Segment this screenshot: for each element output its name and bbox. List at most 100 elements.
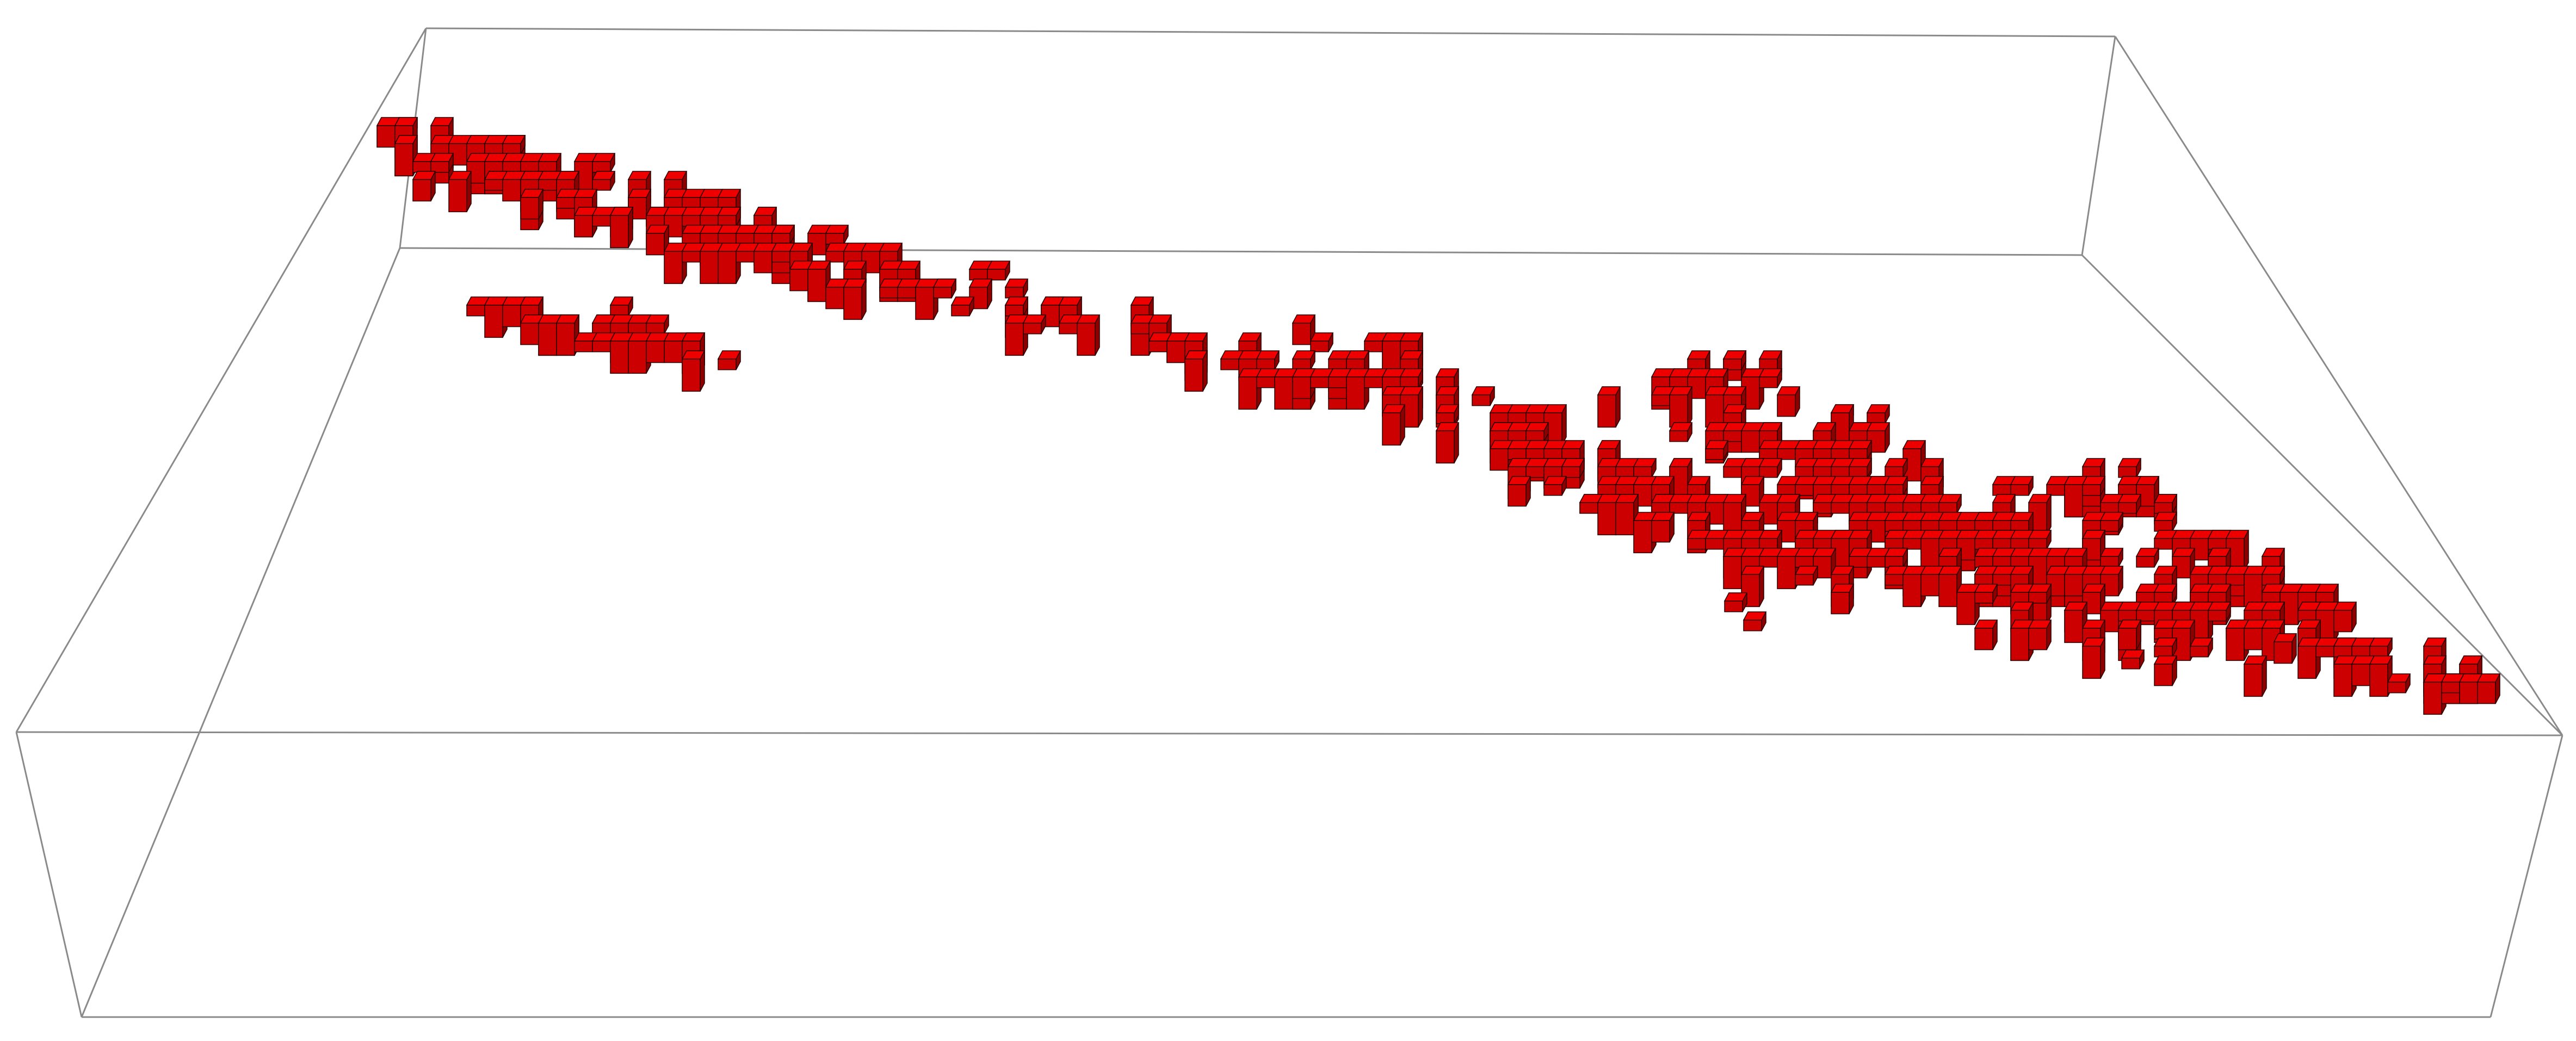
voxel-front-face: [1956, 592, 1975, 625]
voxel-front-face: [2369, 664, 2388, 697]
voxel-front-face: [1651, 394, 1670, 406]
voxel-top-face: [681, 350, 706, 360]
voxel-front-face: [1723, 466, 1742, 478]
voxel: [1435, 404, 1460, 424]
bounding-box-edge: [2114, 36, 2563, 736]
voxel-front-face: [412, 161, 431, 173]
voxel-front-face: [2082, 646, 2101, 679]
voxel: [825, 225, 849, 245]
voxel-front-face: [2274, 641, 2293, 664]
voxel-front-face: [718, 358, 737, 370]
voxel-front-face: [2477, 681, 2496, 704]
voxel-top-face: [1292, 350, 1316, 360]
voxel: [1830, 584, 1855, 615]
voxel-top-face: [1722, 404, 1747, 413]
voxel-top-face: [1758, 368, 1783, 377]
voxel: [412, 171, 436, 202]
voxel-front-face: [2028, 538, 2047, 550]
voxel-top-face: [2010, 512, 2034, 521]
voxel-front-face: [1831, 592, 1850, 615]
voxel-front-face: [1723, 430, 1742, 442]
voxel: [1633, 512, 1657, 554]
voxel: [1776, 386, 1801, 417]
voxel-front-face: [2064, 484, 2083, 518]
voxel: [2081, 476, 2106, 496]
voxel-front-face: [1005, 305, 1024, 317]
voxel: [2121, 649, 2145, 670]
voxel-front-face: [1849, 466, 1868, 478]
voxel-top-face: [2369, 655, 2393, 665]
voxel-front-face: [1902, 574, 1922, 608]
voxel-top-face: [1471, 386, 1496, 395]
voxel-front-face: [1669, 430, 1688, 442]
voxel-top-face: [2315, 584, 2339, 593]
voxel: [1974, 584, 1998, 604]
voxel-front-face: [1759, 376, 1778, 388]
voxel-top-face: [986, 261, 1011, 270]
voxel-top-face: [1687, 350, 1711, 360]
voxel-top-face: [932, 278, 957, 288]
voxel-front-face: [2208, 538, 2227, 550]
voxel-top-face: [1704, 440, 1729, 449]
voxel-front-face: [718, 251, 737, 284]
voxel-top-face: [1776, 386, 1801, 395]
voxel-front-face: [646, 340, 665, 363]
voxel-top-face: [1848, 530, 1873, 539]
voxel-front-face: [1597, 394, 1616, 428]
voxel-front-face: [2459, 681, 2478, 704]
voxel-front-face: [2244, 664, 2263, 697]
voxel: [1974, 619, 1998, 650]
voxel-front-face: [1974, 538, 1993, 550]
voxel-front-face: [1382, 412, 1401, 446]
voxel-top-face: [1938, 494, 1962, 503]
voxel-top-face: [2081, 584, 2106, 593]
voxel-top-face: [1722, 386, 1747, 395]
voxel-top-face: [1525, 422, 1549, 431]
voxel-top-face: [2028, 584, 2052, 593]
voxel-top-face: [1399, 368, 1424, 377]
voxel-front-face: [2297, 646, 2316, 679]
voxel-top-face: [1740, 476, 1765, 485]
voxel-front-face: [897, 287, 916, 299]
voxel-front-face: [1759, 448, 1778, 460]
voxel-top-face: [1130, 296, 1154, 306]
voxel-front-face: [1579, 502, 1598, 514]
voxel-front-face: [1849, 448, 1868, 460]
voxel-top-face: [717, 189, 742, 198]
voxel-top-face: [1507, 476, 1531, 485]
voxel-top-face: [1669, 386, 1693, 395]
voxel-front-face: [1238, 376, 1257, 410]
voxel-top-face: [1058, 296, 1083, 306]
voxel-top-face: [1866, 422, 1891, 431]
voxel-front-face: [592, 161, 611, 173]
voxel-front-face: [1938, 502, 1957, 514]
voxel-front-face: [1005, 323, 1024, 356]
voxel-front-face: [1885, 574, 1904, 586]
voxel-top-face: [2099, 512, 2124, 521]
voxel-top-face: [1381, 404, 1406, 413]
voxel-front-face: [969, 269, 988, 281]
voxel-front-face: [2297, 610, 2316, 622]
voxel-top-face: [1830, 566, 1855, 575]
voxel: [2476, 673, 2501, 704]
voxel-front-face: [1902, 520, 1922, 532]
voxel-top-face: [1722, 494, 1747, 503]
voxel-front-face: [1256, 358, 1275, 370]
voxel-front-face: [1974, 556, 1993, 568]
voxel: [1238, 368, 1262, 410]
voxel-front-face: [2100, 520, 2119, 532]
voxel-top-face: [1004, 296, 1029, 306]
bounding-box-edge: [15, 28, 427, 733]
voxel-top-face: [717, 207, 742, 216]
voxel-top-face: [1794, 566, 1819, 575]
voxel-top-face: [1651, 512, 1675, 521]
voxel-top-face: [2081, 458, 2106, 467]
voxel-front-face: [1364, 340, 1383, 352]
voxel-front-face: [1292, 358, 1311, 370]
voxel-front-face: [1220, 358, 1239, 370]
voxel-front-face: [1795, 538, 1814, 550]
voxel-front-face: [1256, 376, 1275, 388]
voxel-front-face: [1059, 323, 1078, 334]
voxel-front-face: [538, 179, 557, 191]
